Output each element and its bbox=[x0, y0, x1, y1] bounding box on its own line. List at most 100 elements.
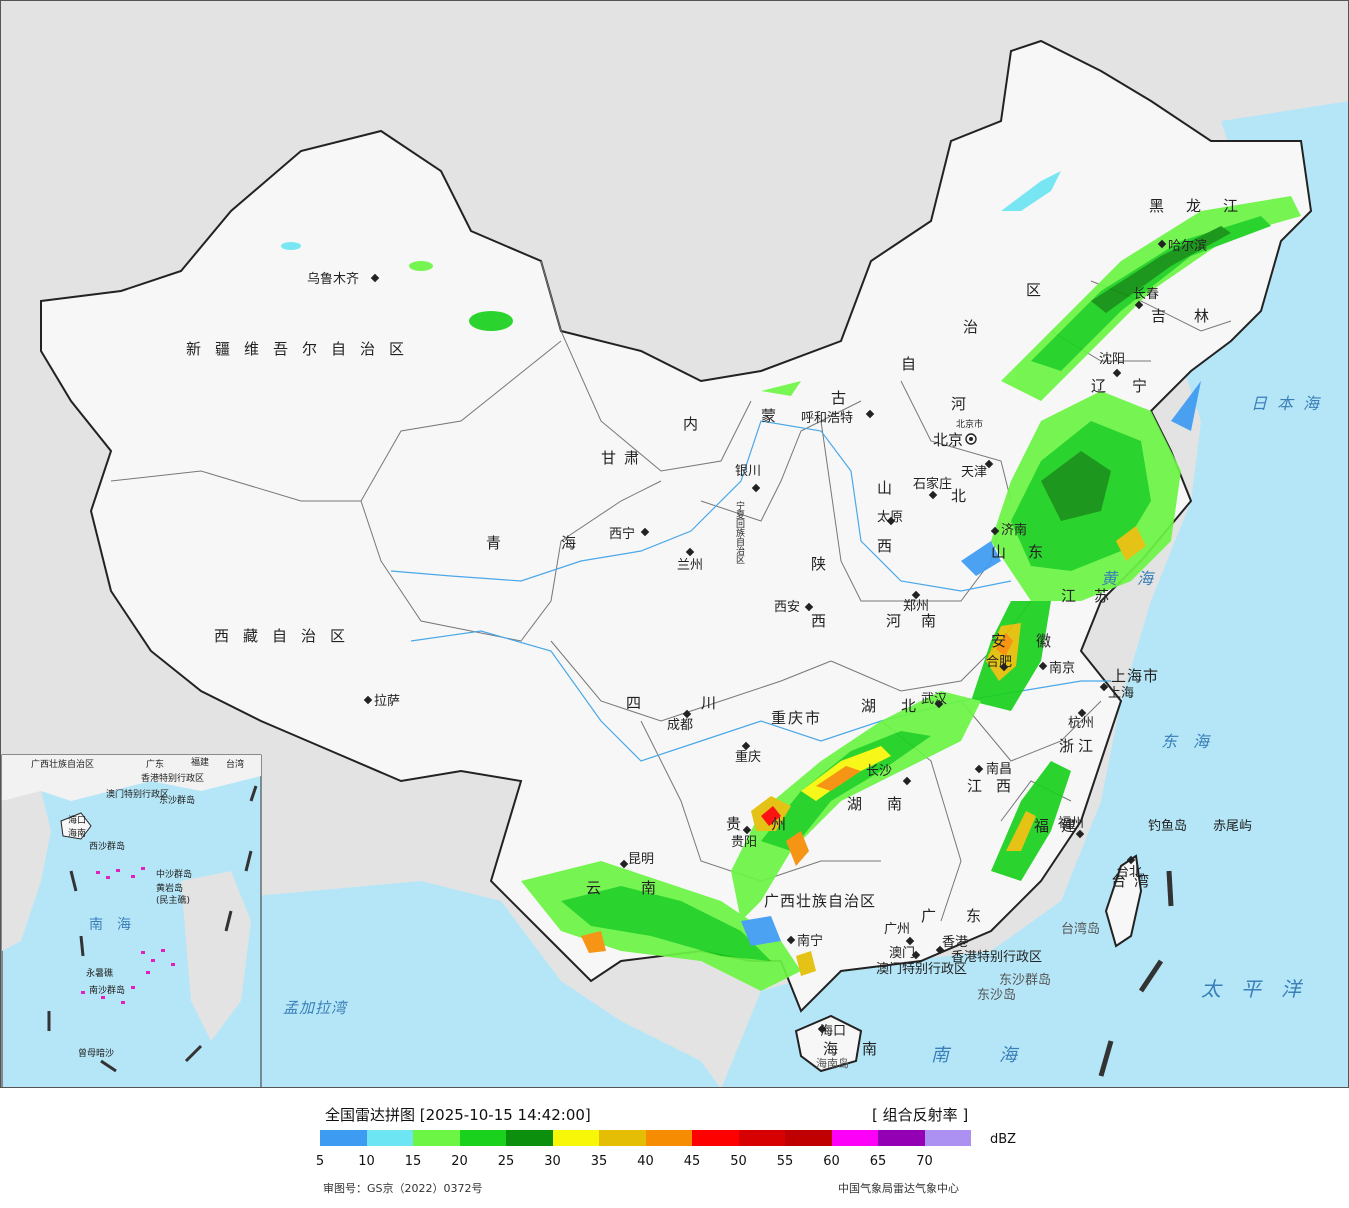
label-fujian: 福建 bbox=[1034, 817, 1088, 835]
svg-text:西安: 西安 bbox=[774, 600, 800, 615]
colorbar-tick-label: 50 bbox=[730, 1154, 747, 1169]
label-bengal: 孟加拉湾 bbox=[283, 999, 349, 1017]
china-landmass bbox=[40, 39, 1313, 1013]
label-guizhou: 贵州 bbox=[726, 815, 816, 833]
publisher-label: 中国气象局雷达气象中心 bbox=[838, 1182, 959, 1195]
label-henan: 河南 bbox=[886, 612, 956, 630]
inset-xisha: 西沙群岛 bbox=[89, 840, 125, 852]
colorbar-tick-label: 35 bbox=[590, 1154, 608, 1169]
city-guiyang: 贵阳 bbox=[731, 825, 757, 850]
colorbar-tick-label: 70 bbox=[916, 1154, 933, 1169]
label-anhui: 安徽 bbox=[991, 632, 1081, 650]
label-jiangxi: 江西 bbox=[967, 777, 1025, 795]
inset-nansha: 南沙群岛 bbox=[89, 984, 125, 996]
colorbar-tick-label: 60 bbox=[823, 1154, 840, 1169]
label-east-sea: 东海 bbox=[1161, 732, 1225, 751]
label-xinjiang: 新疆维吾尔自治区 bbox=[186, 340, 418, 358]
colorbar-cell bbox=[320, 1130, 367, 1146]
city-hongkong: 香港 bbox=[935, 935, 968, 955]
colorbar-cell bbox=[878, 1130, 925, 1146]
label-guangdong: 广东 bbox=[921, 907, 1011, 925]
svg-text:北京市: 北京市 bbox=[956, 418, 983, 430]
city-tianjin: 天津 bbox=[961, 459, 994, 480]
map-canvas: 新疆维吾尔自治区 西藏自治区 青海 甘肃 内 蒙 古 自 治 区 黑龙江 吉林 … bbox=[1, 1, 1348, 1087]
taiwan-island bbox=[1104, 854, 1143, 948]
review-number: 审图号：GS京（2022）0372号 bbox=[323, 1182, 483, 1195]
reflectivity-colorbar bbox=[320, 1130, 971, 1146]
map-title: 全国雷达拼图 [2025-10-15 14:42:00] bbox=[325, 1106, 591, 1124]
label-liaoning: 辽宁 bbox=[1091, 377, 1173, 395]
city-nanjing: 南京 bbox=[1038, 660, 1075, 676]
svg-text:南京: 南京 bbox=[1049, 660, 1075, 676]
city-macau: 澳门 bbox=[889, 945, 921, 961]
svg-text:澳门: 澳门 bbox=[889, 945, 915, 961]
city-wuhan: 武汉 bbox=[921, 692, 947, 709]
svg-text:长春: 长春 bbox=[1133, 287, 1159, 302]
svg-text:贵阳: 贵阳 bbox=[731, 835, 757, 850]
svg-text:合肥: 合肥 bbox=[986, 655, 1012, 670]
svg-text:银川: 银川 bbox=[735, 464, 761, 479]
boundary-dashes bbox=[1098, 870, 1174, 1077]
inset-zengmu: 曾母暗沙 bbox=[78, 1047, 114, 1059]
colorbar-tick-label: 65 bbox=[869, 1154, 887, 1169]
svg-text:南昌: 南昌 bbox=[986, 761, 1012, 777]
city-shanghai: 上海 bbox=[1099, 682, 1134, 701]
inset-guangdong: 广东 bbox=[146, 758, 164, 770]
label-hunan: 湖南 bbox=[847, 795, 927, 813]
inset-xianggang: 香港特别行政区 bbox=[141, 772, 204, 784]
svg-text:长沙: 长沙 bbox=[866, 764, 892, 779]
hainan-island bbox=[794, 1014, 863, 1073]
svg-text:石家庄: 石家庄 bbox=[913, 476, 952, 492]
colorbar-cell bbox=[645, 1130, 692, 1146]
svg-text:台北: 台北 bbox=[1116, 865, 1142, 880]
svg-text:杭州: 杭州 bbox=[1068, 716, 1094, 731]
label-shanxi-2: 西 bbox=[877, 537, 906, 555]
city-jinan: 济南 bbox=[990, 522, 1027, 538]
label-chiwei: 赤尾屿 bbox=[1213, 819, 1252, 834]
colorbar-cell bbox=[692, 1130, 739, 1146]
label-nmg-1: 内 bbox=[683, 415, 712, 433]
svg-text:上海: 上海 bbox=[1108, 686, 1134, 701]
svg-text:济南: 济南 bbox=[1001, 522, 1027, 538]
label-taiwan-island: 台湾岛 bbox=[1061, 921, 1100, 937]
city-lanzhou: 兰州 bbox=[677, 547, 703, 573]
label-xizang: 西藏自治区 bbox=[214, 627, 359, 645]
svg-text:昆明: 昆明 bbox=[628, 852, 654, 867]
colorbar-tick-label: 5 bbox=[315, 1154, 325, 1169]
svg-text:天津: 天津 bbox=[961, 465, 987, 480]
colorbar-tick-label: 45 bbox=[683, 1154, 701, 1169]
svg-text:乌鲁木齐: 乌鲁木齐 bbox=[307, 271, 359, 287]
label-hebei-1: 河 bbox=[951, 395, 980, 413]
inset-zhongsha: 中沙群岛 bbox=[156, 868, 192, 880]
label-nmg-4: 自 bbox=[901, 355, 930, 373]
label-nmg-5: 治 bbox=[963, 318, 992, 336]
svg-text:兰州: 兰州 bbox=[677, 558, 703, 573]
label-shaanxi-2: 西 bbox=[811, 612, 840, 630]
svg-text:南宁: 南宁 bbox=[797, 933, 823, 949]
colorbar-cell bbox=[459, 1130, 506, 1146]
city-xian: 西安 bbox=[774, 600, 814, 615]
city-nanchang: 南昌 bbox=[974, 761, 1012, 777]
svg-text:郑州: 郑州 bbox=[903, 599, 929, 614]
city-shenyang: 沈阳 bbox=[1099, 352, 1125, 378]
inset-taiwan: 台湾 bbox=[226, 758, 244, 770]
province-labels: 新疆维吾尔自治区 西藏自治区 青海 甘肃 内 蒙 古 自 治 区 黑龙江 吉林 … bbox=[186, 197, 1238, 1058]
inset-minzhu: (民主礁) bbox=[156, 894, 190, 906]
city-nanning: 南宁 bbox=[786, 933, 823, 949]
city-changchun: 长春 bbox=[1133, 287, 1159, 310]
colorbar-cell bbox=[366, 1130, 413, 1146]
inset-huangyan: 黄岩岛 bbox=[156, 882, 183, 894]
svg-text:成都: 成都 bbox=[667, 718, 693, 733]
colorbar-cell bbox=[413, 1130, 460, 1146]
label-dongsha-island: 东沙岛 bbox=[977, 987, 1016, 1003]
label-pacific: 太平洋 bbox=[1201, 977, 1321, 1001]
city-haikou: 海口 bbox=[817, 1024, 846, 1039]
inset-guangxi: 广西壮族自治区 bbox=[31, 758, 94, 770]
svg-text:拉萨: 拉萨 bbox=[374, 694, 400, 709]
label-nmg-2: 蒙 bbox=[761, 407, 790, 425]
svg-text:西宁: 西宁 bbox=[609, 526, 635, 542]
radar-map: 新疆维吾尔自治区 西藏自治区 青海 甘肃 内 蒙 古 自 治 区 黑龙江 吉林 … bbox=[0, 0, 1349, 1088]
svg-text:太原: 太原 bbox=[877, 510, 903, 525]
legend-panel: 全国雷达拼图 [2025-10-15 14:42:00] [ 组合反射率 ] 5… bbox=[0, 1088, 1349, 1208]
